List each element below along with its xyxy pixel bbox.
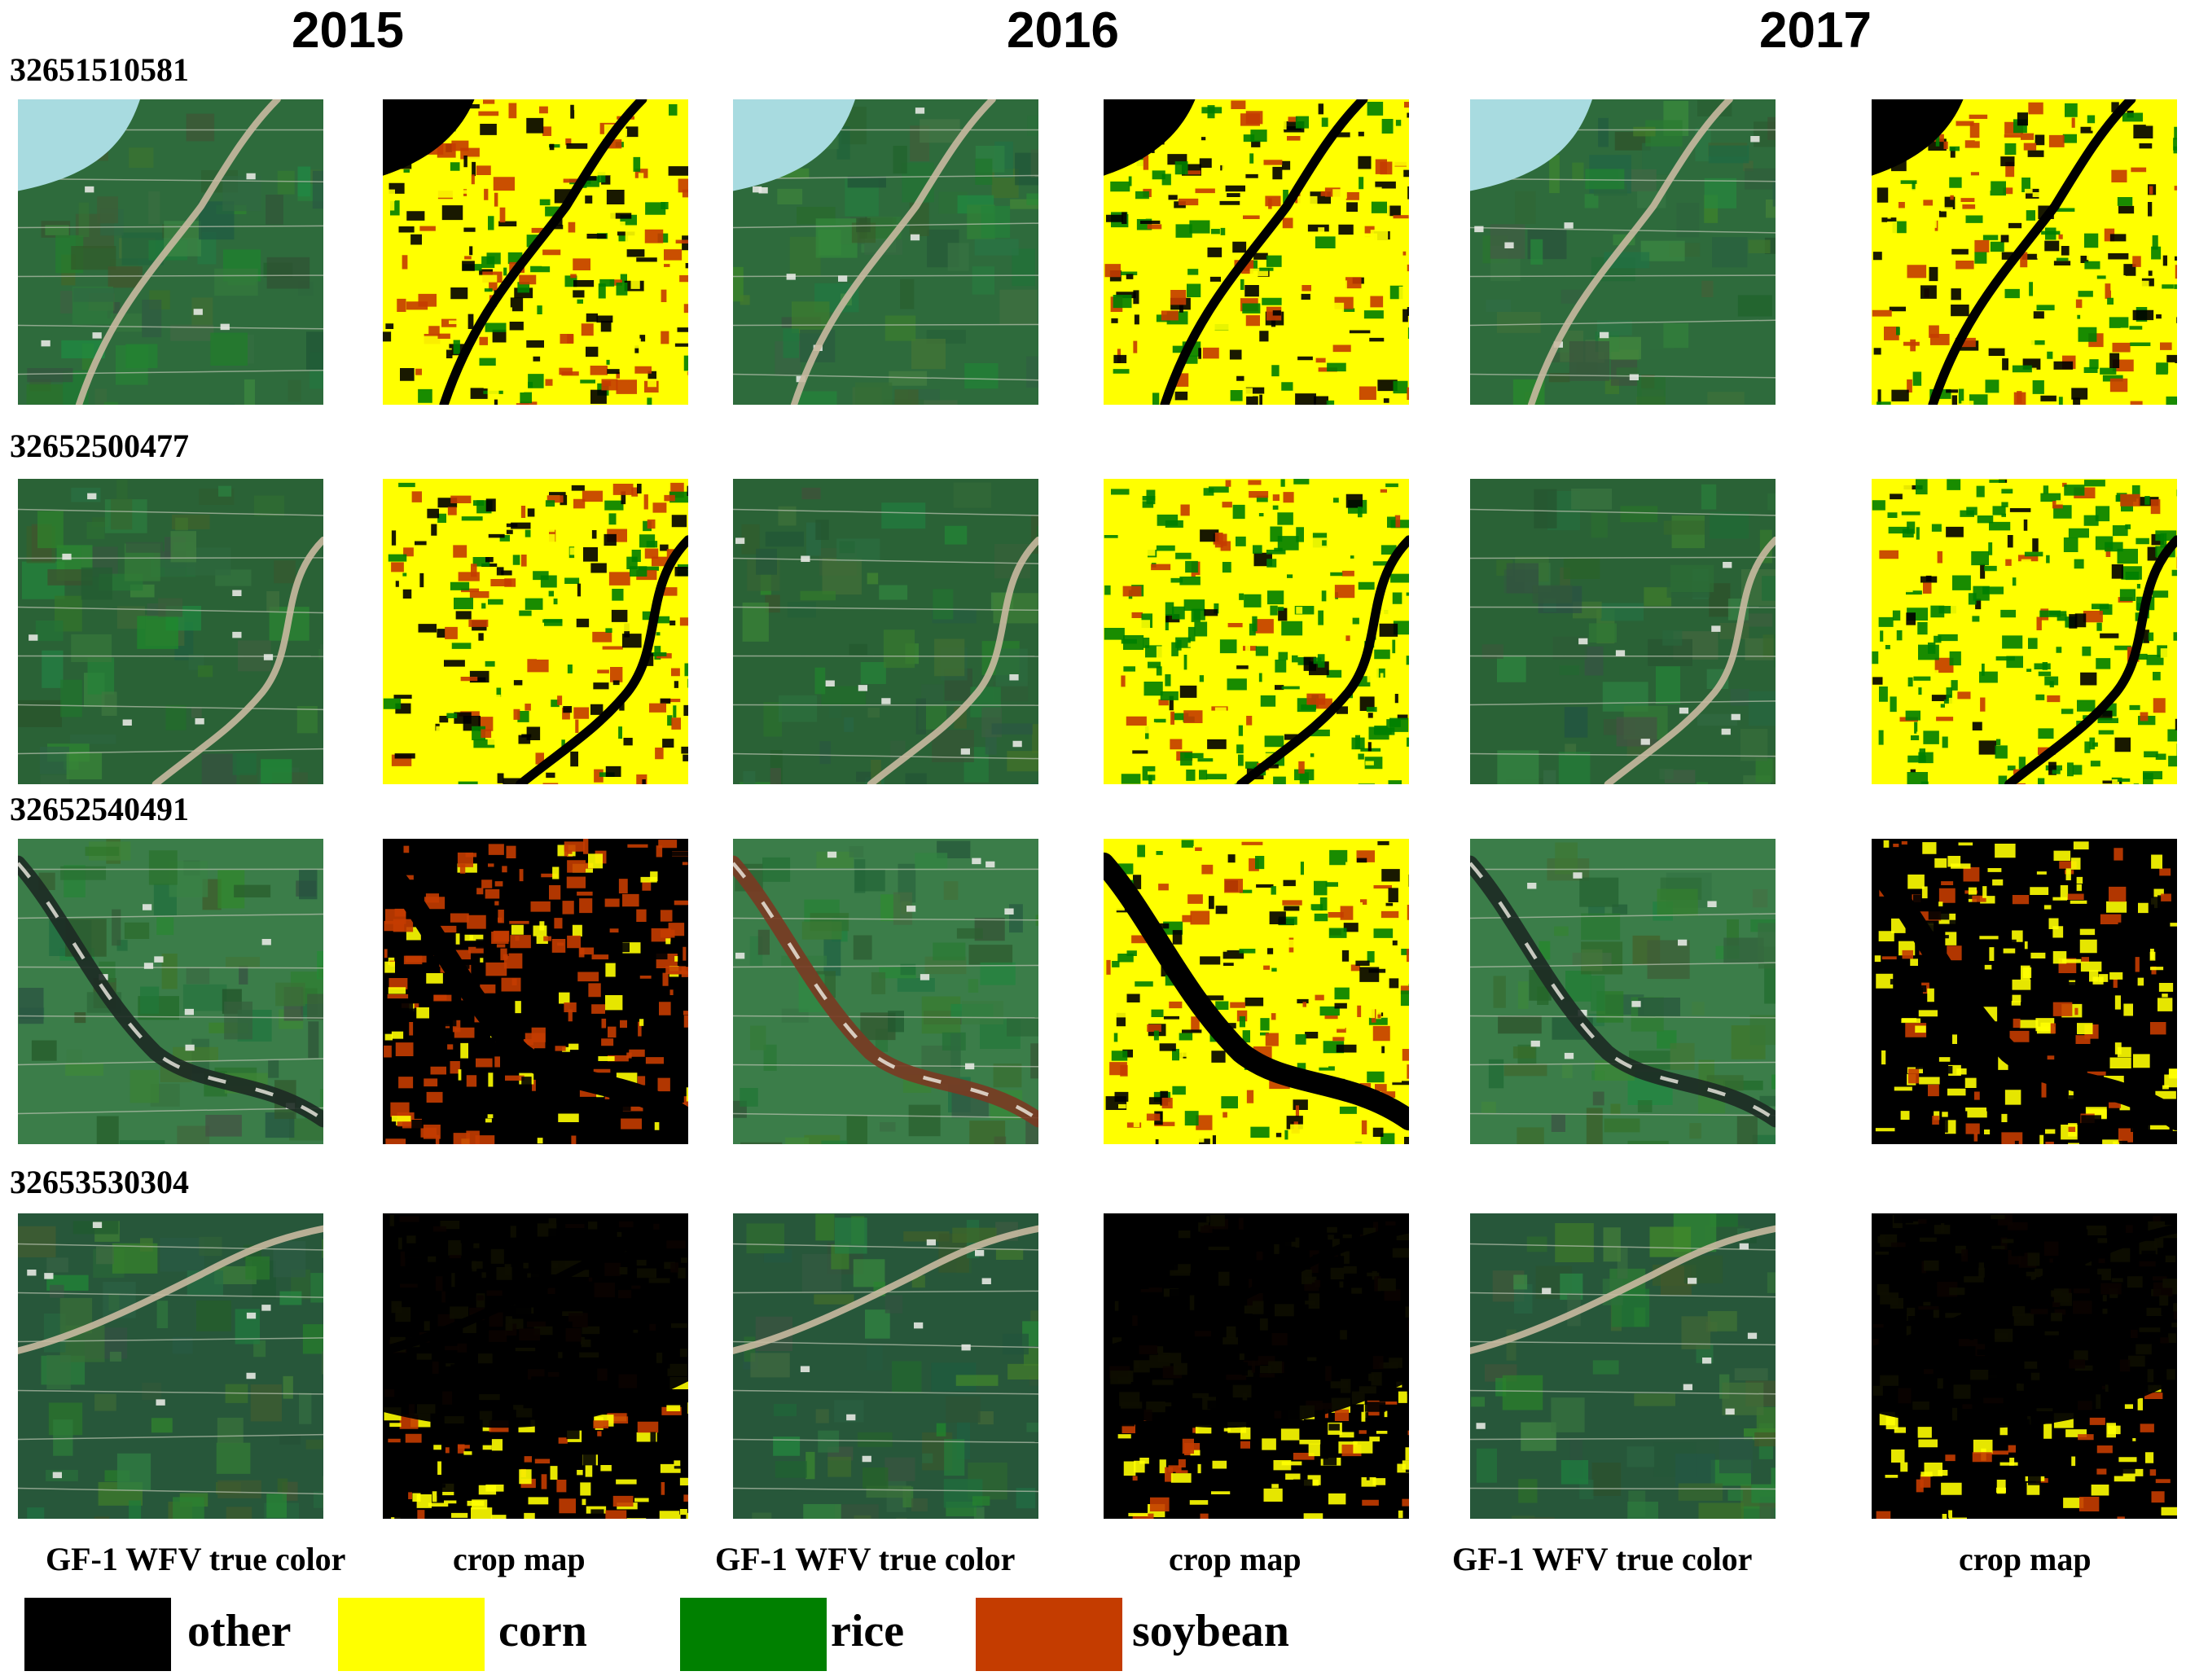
tile-id-row-3: 32652540491: [10, 791, 189, 827]
crop-map-image-row-3-2016: [1104, 839, 1409, 1144]
legend-label-other: other: [187, 1606, 292, 1656]
caption-crop-map-2017: crop map: [1959, 1541, 2092, 1577]
true-color-image-row-1-2017: [1470, 99, 1776, 405]
year-header-2017: 2017: [1759, 2, 1872, 59]
crop-map-image-row-1-2016: [1104, 99, 1409, 405]
true-color-image-row-2-2015: [18, 479, 323, 784]
true-color-image-row-3-2015: [18, 839, 323, 1144]
crop-map-image-row-3-2015: [383, 839, 688, 1144]
crop-map-image-row-1-2015: [383, 99, 688, 405]
crop-map-image-row-2-2017: [1872, 479, 2177, 784]
true-color-image-row-2-2017: [1470, 479, 1776, 784]
caption-true-color-2017: GF-1 WFV true color: [1452, 1541, 1753, 1577]
crop-map-image-row-1-2017: [1872, 99, 2177, 405]
crop-map-image-row-4-2016: [1104, 1213, 1409, 1519]
caption-true-color-2015: GF-1 WFV true color: [46, 1541, 346, 1577]
crop-map-image-row-4-2017: [1872, 1213, 2177, 1519]
crop-map-image-row-2-2016: [1104, 479, 1409, 784]
true-color-image-row-1-2016: [733, 99, 1038, 405]
year-header-2015: 2015: [292, 2, 404, 59]
legend-swatch-rice: [680, 1598, 827, 1671]
year-header-2016: 2016: [1007, 2, 1119, 59]
caption-crop-map-2016: crop map: [1169, 1541, 1302, 1577]
crop-map-image-row-2-2015: [383, 479, 688, 784]
caption-crop-map-2015: crop map: [453, 1541, 586, 1577]
legend-label-soybean: soybean: [1132, 1606, 1289, 1656]
tile-id-row-2: 32652500477: [10, 428, 189, 464]
legend-label-corn: corn: [498, 1606, 587, 1656]
legend-label-rice: rice: [831, 1606, 905, 1656]
legend-swatch-soybean: [976, 1598, 1122, 1671]
true-color-image-row-4-2016: [733, 1213, 1038, 1519]
crop-map-image-row-3-2017: [1872, 839, 2177, 1144]
true-color-image-row-3-2016: [733, 839, 1038, 1144]
true-color-image-row-3-2017: [1470, 839, 1776, 1144]
tile-id-row-1: 32651510581: [10, 51, 189, 88]
legend-swatch-other: [24, 1598, 171, 1671]
tile-id-row-4: 32653530304: [10, 1164, 189, 1200]
true-color-image-row-1-2015: [18, 99, 323, 405]
true-color-image-row-2-2016: [733, 479, 1038, 784]
true-color-image-row-4-2017: [1470, 1213, 1776, 1519]
legend-swatch-corn: [338, 1598, 485, 1671]
crop-map-image-row-4-2015: [383, 1213, 688, 1519]
caption-true-color-2016: GF-1 WFV true color: [715, 1541, 1016, 1577]
true-color-image-row-4-2015: [18, 1213, 323, 1519]
